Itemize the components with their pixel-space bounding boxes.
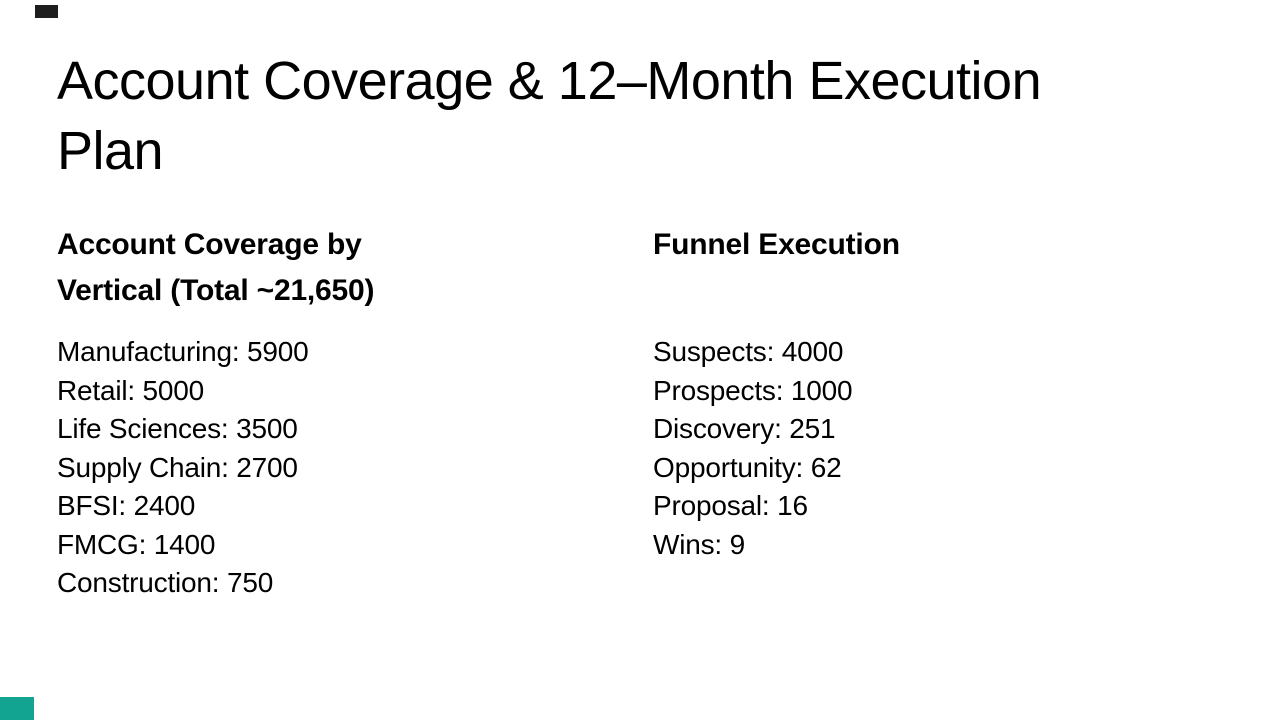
account-coverage-list: Manufacturing: 5900 Retail: 5000 Life Sc… xyxy=(57,333,617,603)
list-item: Opportunity: 62 xyxy=(653,451,842,483)
list-item: Manufacturing: 5900 xyxy=(57,336,309,367)
list-item: BFSI: 2400 xyxy=(57,490,196,521)
funnel-execution-heading: Funnel Execution xyxy=(653,222,1213,315)
list-item: Suspects: 4000 xyxy=(653,336,844,367)
account-coverage-heading-line-2: Vertical (Total ~21,650) xyxy=(57,274,375,307)
list-item: Prospects: 1000 xyxy=(653,374,853,406)
column-account-coverage: Account Coverage by Vertical (Total ~21,… xyxy=(57,222,617,603)
list-item: Discovery: 251 xyxy=(653,413,836,444)
column-funnel-execution: Funnel Execution Suspects: 4000 Prospect… xyxy=(653,222,1213,564)
slide-title-line-1: Account Coverage & 12–Month Execution xyxy=(57,51,1042,111)
account-coverage-heading-line-1: Account Coverage by xyxy=(57,228,362,261)
list-item: FMCG: 1400 xyxy=(57,528,216,560)
list-item: Retail: 5000 xyxy=(57,374,205,406)
funnel-execution-heading-line-1: Funnel Execution xyxy=(653,228,900,261)
account-coverage-heading: Account Coverage by Vertical (Total ~21,… xyxy=(57,222,617,315)
list-item: Wins: 9 xyxy=(653,528,745,560)
slide-title-line-2: Plan xyxy=(57,121,164,181)
list-item: Proposal: 16 xyxy=(653,490,808,521)
list-item: Supply Chain: 2700 xyxy=(57,451,298,483)
top-left-accent-bar xyxy=(35,5,58,18)
slide-title: Account Coverage & 12–Month Execution Pl… xyxy=(57,46,1042,186)
list-item: Life Sciences: 3500 xyxy=(57,413,298,444)
funnel-execution-list: Suspects: 4000 Prospects: 1000 Discovery… xyxy=(653,333,1213,564)
bottom-left-accent-bar xyxy=(0,697,34,720)
list-item: Construction: 750 xyxy=(57,567,274,598)
